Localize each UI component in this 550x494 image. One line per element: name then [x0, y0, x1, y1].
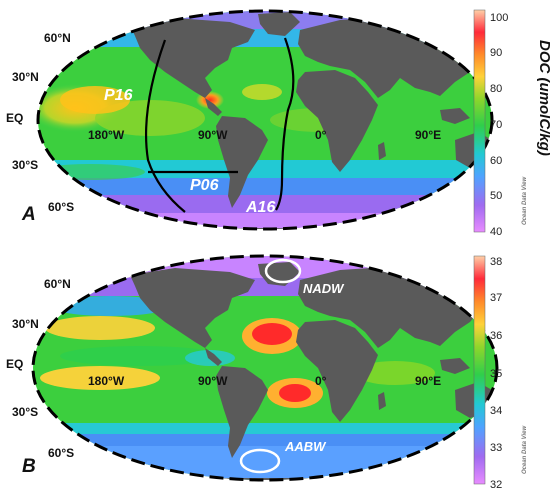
odv-watermark-a: Ocean Data View — [522, 177, 528, 225]
so-blue-b — [33, 434, 497, 448]
indian-b — [355, 361, 435, 385]
atlantic-yellow — [242, 84, 282, 100]
tick-a-70: 70 — [490, 119, 502, 131]
tick-a-90: 90 — [490, 47, 502, 59]
lat-60s-a: 60°S — [48, 200, 74, 214]
tick-b-38: 38 — [490, 256, 502, 268]
lon-90w-a: 90°W — [198, 128, 228, 142]
natl-red — [252, 323, 292, 345]
cruise-tracks — [144, 37, 295, 213]
lon-90e-b: 90°E — [415, 374, 441, 388]
lon-180w-b: 180°W — [88, 374, 125, 388]
lon-0-a: 0° — [315, 128, 327, 142]
antarctica-b — [33, 478, 497, 480]
central-america — [205, 98, 222, 116]
tick-a-80: 80 — [490, 83, 502, 95]
tick-a-50: 50 — [490, 190, 502, 202]
label-p16: P16 — [104, 87, 133, 104]
antarctic-violet — [38, 213, 492, 229]
odv-watermark-b: Ocean Data View — [522, 426, 528, 474]
lon-90w-b: 90°W — [198, 374, 228, 388]
satl-red — [279, 384, 311, 402]
spac-yellow — [40, 366, 160, 390]
madagascar — [378, 142, 386, 160]
lat-eq-b: EQ — [6, 357, 23, 371]
tick-a-100: 100 — [490, 12, 508, 24]
tick-b-35: 35 — [490, 368, 502, 380]
pacific-eq-band — [95, 100, 205, 136]
north-america-b — [130, 268, 255, 348]
panel-a-svg: 60°N 30°N EQ 30°S 60°S 180°W 90°W 0° 90°… — [6, 9, 550, 238]
tick-b-33: 33 — [490, 442, 502, 454]
nadw-marker — [264, 258, 302, 284]
greenland — [258, 12, 300, 36]
label-nadw: NADW — [303, 281, 345, 296]
madagascar-b — [378, 392, 386, 410]
label-a16: A16 — [245, 199, 275, 216]
so-cyan-b — [33, 423, 497, 435]
lat-30s-a: 30°S — [12, 158, 38, 172]
indonesia — [440, 108, 470, 124]
panel-b-svg: NADW AABW 60°N 30°N EQ 30°S 60°S 180°W 9… — [6, 254, 528, 491]
tick-b-32: 32 — [490, 479, 502, 491]
africa — [296, 70, 378, 172]
so-deep-b — [33, 446, 497, 480]
lon-180w-a: 180°W — [88, 128, 125, 142]
npac-yellow — [45, 316, 155, 340]
panel-a-doc-map: 60°N 30°N EQ 30°S 60°S 180°W 90°W 0° 90°… — [0, 0, 550, 245]
panel-label-b: B — [22, 456, 36, 477]
north-america — [130, 18, 255, 98]
south-america — [216, 116, 268, 208]
colorbar-b — [473, 255, 486, 485]
lat-30n-a: 30°N — [12, 70, 39, 84]
map-a-border — [36, 9, 494, 231]
lat-30s-b: 30°S — [12, 405, 38, 419]
colorbar-a — [473, 9, 486, 233]
tick-a-40: 40 — [490, 226, 502, 238]
lat-30n-b: 30°N — [12, 317, 39, 331]
south-pacific-green — [38, 164, 145, 180]
panel-label-a: A — [21, 204, 36, 225]
map-b-border — [31, 254, 499, 482]
lat-60n-b: 60°N — [44, 277, 71, 291]
south-america-b — [216, 366, 268, 458]
tick-b-34: 34 — [490, 405, 502, 417]
tick-b-36: 36 — [490, 330, 502, 342]
southern-blue — [38, 178, 492, 198]
indonesia-b — [440, 358, 470, 374]
eq-pac-green — [60, 346, 220, 366]
track-a16 — [275, 37, 295, 211]
label-aabw: AABW — [284, 439, 327, 454]
lat-eq-a: EQ — [6, 111, 23, 125]
colorbar-b-ticks: 38 37 36 35 34 33 32 — [490, 256, 502, 491]
colorbar-a-title: DOC (umolC/kg) — [536, 40, 550, 156]
lon-0-b: 0° — [315, 374, 327, 388]
track-p16 — [144, 39, 186, 213]
aabw-marker — [239, 448, 281, 474]
lon-90e-a: 90°E — [415, 128, 441, 142]
panel-b-salinity-map: NADW AABW 60°N 30°N EQ 30°S 60°S 180°W 9… — [0, 248, 550, 494]
central-america-b — [205, 348, 222, 366]
lat-60n-a: 60°N — [44, 31, 71, 45]
lat-60s-b: 60°S — [48, 446, 74, 460]
colorbar-a-ticks: 100 90 80 70 60 50 40 — [490, 12, 508, 238]
tick-b-37: 37 — [490, 292, 502, 304]
pacific-yellow — [60, 86, 130, 114]
label-p06: P06 — [190, 177, 219, 194]
tick-a-60: 60 — [490, 155, 502, 167]
africa-b — [296, 320, 378, 422]
